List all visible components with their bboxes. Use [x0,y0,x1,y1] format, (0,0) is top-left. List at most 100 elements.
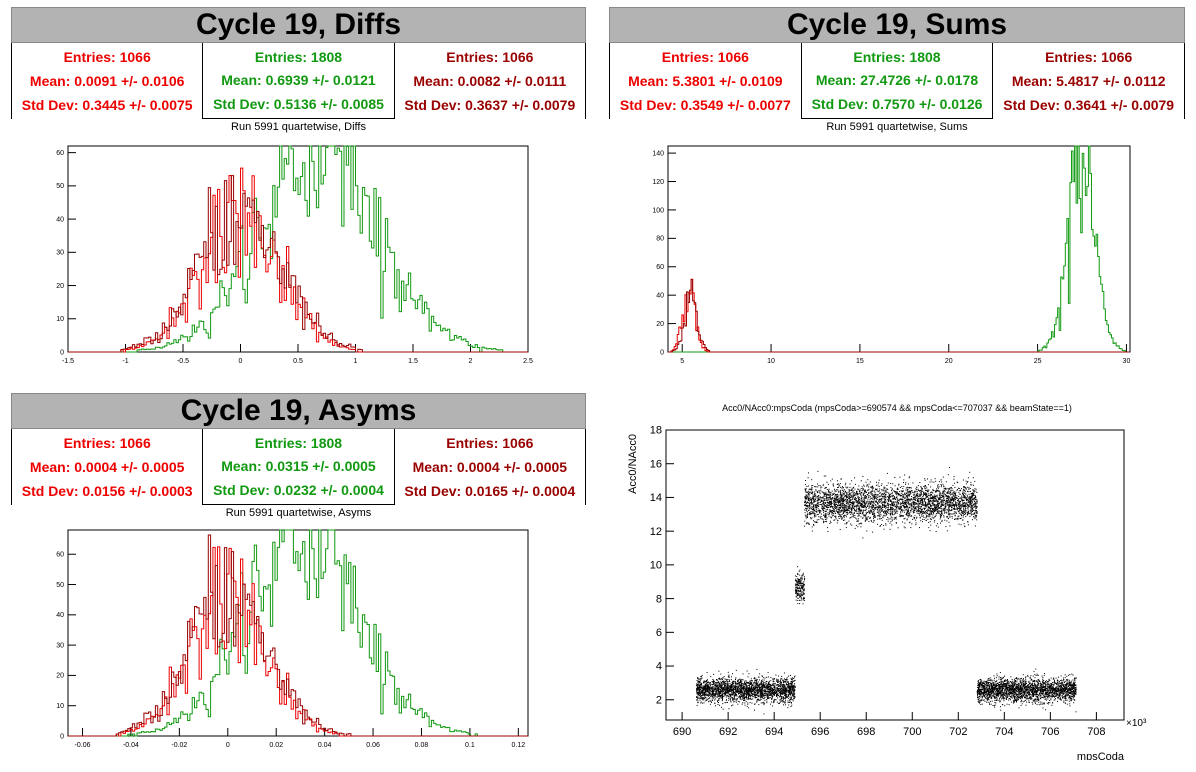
x-tick-label: 0.06 [366,742,380,749]
y-tick-label: 60 [656,264,664,271]
y-tick-label: 10 [56,316,64,323]
x-tick-label: 698 [857,726,875,738]
asyms-stat-green: Entries: 1808 Mean: 0.0315 +/- 0.0005 St… [203,429,395,505]
asyms-stats: Entries: 1066 Mean: 0.0004 +/- 0.0005 St… [11,429,586,505]
x-tick-label: 0 [226,742,230,749]
x-tick-label: 1.5 [408,358,418,365]
y-tick-label: 20 [56,283,64,290]
y-tick-label: 10 [650,560,662,572]
sums-subtitle: Run 5991 quartetwise, Sums [826,121,968,133]
stat-entries: Entries: 1808 [853,48,941,65]
x-tick-label: 30 [1123,358,1131,365]
sums-title: Cycle 19, Sums [609,7,1185,43]
x-tick-label: 694 [765,726,783,738]
y-tick-label: 6 [656,627,662,639]
y-tick-label: 40 [656,293,664,300]
x-tick-label: 15 [856,358,864,365]
x-axis-label: mpsCoda [1077,751,1125,760]
y-tick-label: 0 [60,733,64,740]
axes: -0.06 -0.04 -0.02 0 0.02 0.04 0.06 0.08 0.1 0.12 0… [56,529,529,749]
scatter-title: Acc0/NAcc0:mpsCoda (mpsCoda>=690574 && m… [722,403,1072,413]
x-tick-label: -1 [122,358,128,365]
x-tick-label: 20 [945,358,953,365]
hist-series-2 [68,534,528,737]
y-tick-label: 30 [56,250,64,257]
axes: -1.5 -1 -0.5 0 0.5 1 1.5 2 2.5 0 10 20 30 40 50 60 [56,145,533,365]
x-tick-label: 1 [354,358,358,365]
diffs-stat-darkred: Entries: 1066 Mean: 0.0082 +/- 0.0111 St… [395,43,585,119]
y-tick-label: 0 [60,349,64,356]
y-tick-label: 2 [656,694,662,706]
x-tick-label: -0.02 [171,742,187,749]
y-tick-label: 20 [656,321,664,328]
stat-std: Std Dev: 0.5136 +/- 0.0085 [213,96,384,113]
stat-std: Std Dev: 0.0232 +/- 0.0004 [213,482,384,499]
x-tick-label: 702 [949,726,967,738]
stat-entries: Entries: 1066 [446,49,534,65]
plot-frame [67,145,529,353]
scatter-plot: 690 692 694 696 698 700 702 704 706 708 2 4 6 8 10 12 14… [627,425,1147,760]
y-tick-label: 0 [660,349,664,356]
stat-std: Std Dev: 0.0156 +/- 0.0003 [21,483,193,499]
y-axis-label: Acc0/NAcc0 [627,434,639,494]
x-tick-label: 708 [1087,726,1105,738]
x-tick-label: 692 [719,726,737,738]
stat-entries: Entries: 1066 [1045,49,1133,65]
y-tick-label: 30 [56,642,64,649]
diffs-histogram: -1.5 -1 -0.5 0 0.5 1 1.5 2 2.5 0 10 20 30 40 50 60 [56,145,533,365]
x-tick-label: 2.5 [523,358,533,365]
x-tick-label: 0.04 [318,742,332,749]
hist-series-2 [68,175,528,353]
y-tick-label: 100 [652,207,664,214]
stat-entries: Entries: 1808 [254,48,343,65]
y-tick-label: 140 [652,150,664,157]
hist-series-0 [668,145,1130,353]
y-tick-label: 8 [656,593,662,605]
stat-mean: Mean: 0.0315 +/- 0.0005 [221,458,376,475]
sums-stat-red: Entries: 1066 Mean: 5.3801 +/- 0.0109 St… [610,43,802,119]
diffs-stats: Entries: 1066 Mean: 0.0091 +/- 0.0106 St… [11,43,586,119]
diffs-stat-red: Entries: 1066 Mean: 0.0091 +/- 0.0106 St… [12,43,204,119]
stat-entries: Entries: 1066 [446,435,534,451]
y-tick-label: 16 [650,458,662,470]
stat-mean: Mean: 0.6939 +/- 0.0121 [221,72,376,89]
x-tick-label: 0.12 [512,742,526,749]
x-tick-label: 704 [995,726,1013,738]
stat-std: Std Dev: 0.3549 +/- 0.0077 [619,97,791,113]
y-tick-label: 12 [650,526,662,538]
stat-mean: Mean: 0.0091 +/- 0.0106 [29,73,185,89]
y-tick-label: 40 [56,216,64,223]
x-tick-label: 696 [811,726,829,738]
stat-mean: Mean: 0.0004 +/- 0.0005 [412,459,568,475]
hist-series-0 [68,145,528,353]
stat-entries: Entries: 1066 [63,435,151,451]
stat-std: Std Dev: 0.3637 +/- 0.0079 [404,97,576,113]
y-tick-label: 14 [650,492,662,504]
sums-stat-darkred: Entries: 1066 Mean: 5.4817 +/- 0.0112 St… [993,43,1184,119]
y-tick-label: 50 [56,582,64,589]
x-tick-label: 690 [673,726,691,738]
x-tick-label: 706 [1041,726,1059,738]
diffs-subtitle: Run 5991 quartetwise, Diffs [231,121,366,133]
hist-series-0 [68,529,528,737]
x-axis-exponent: ×10³ [1126,718,1147,729]
stat-mean: Mean: 0.0004 +/- 0.0005 [29,459,185,475]
stat-std: Std Dev: 0.3641 +/- 0.0079 [1003,97,1175,113]
y-tick-label: 120 [652,179,664,186]
sums-histogram: 5 10 15 20 25 30 0 20 40 60 80 100 120 140 [652,145,1131,365]
y-tick-label: 80 [656,236,664,243]
axes: 690 692 694 696 698 700 702 704 706 708 2 4 6 8 10 12 14… [650,425,1125,738]
stat-mean: Mean: 0.0082 +/- 0.0111 [413,73,567,89]
x-tick-label: 0.5 [293,358,303,365]
x-tick-label: -0.04 [123,742,139,749]
asyms-title: Cycle 19, Asyms [11,393,586,429]
plot-frame [67,529,529,737]
y-tick-label: 60 [56,150,64,157]
hist-series-2 [668,279,1130,353]
x-tick-label: 10 [767,358,775,365]
plot-frame [665,429,1125,721]
x-tick-label: 0.1 [465,742,475,749]
stat-entries: Entries: 1066 [661,49,749,65]
stat-entries: Entries: 1066 [63,49,151,65]
x-tick-label: 0 [239,358,243,365]
